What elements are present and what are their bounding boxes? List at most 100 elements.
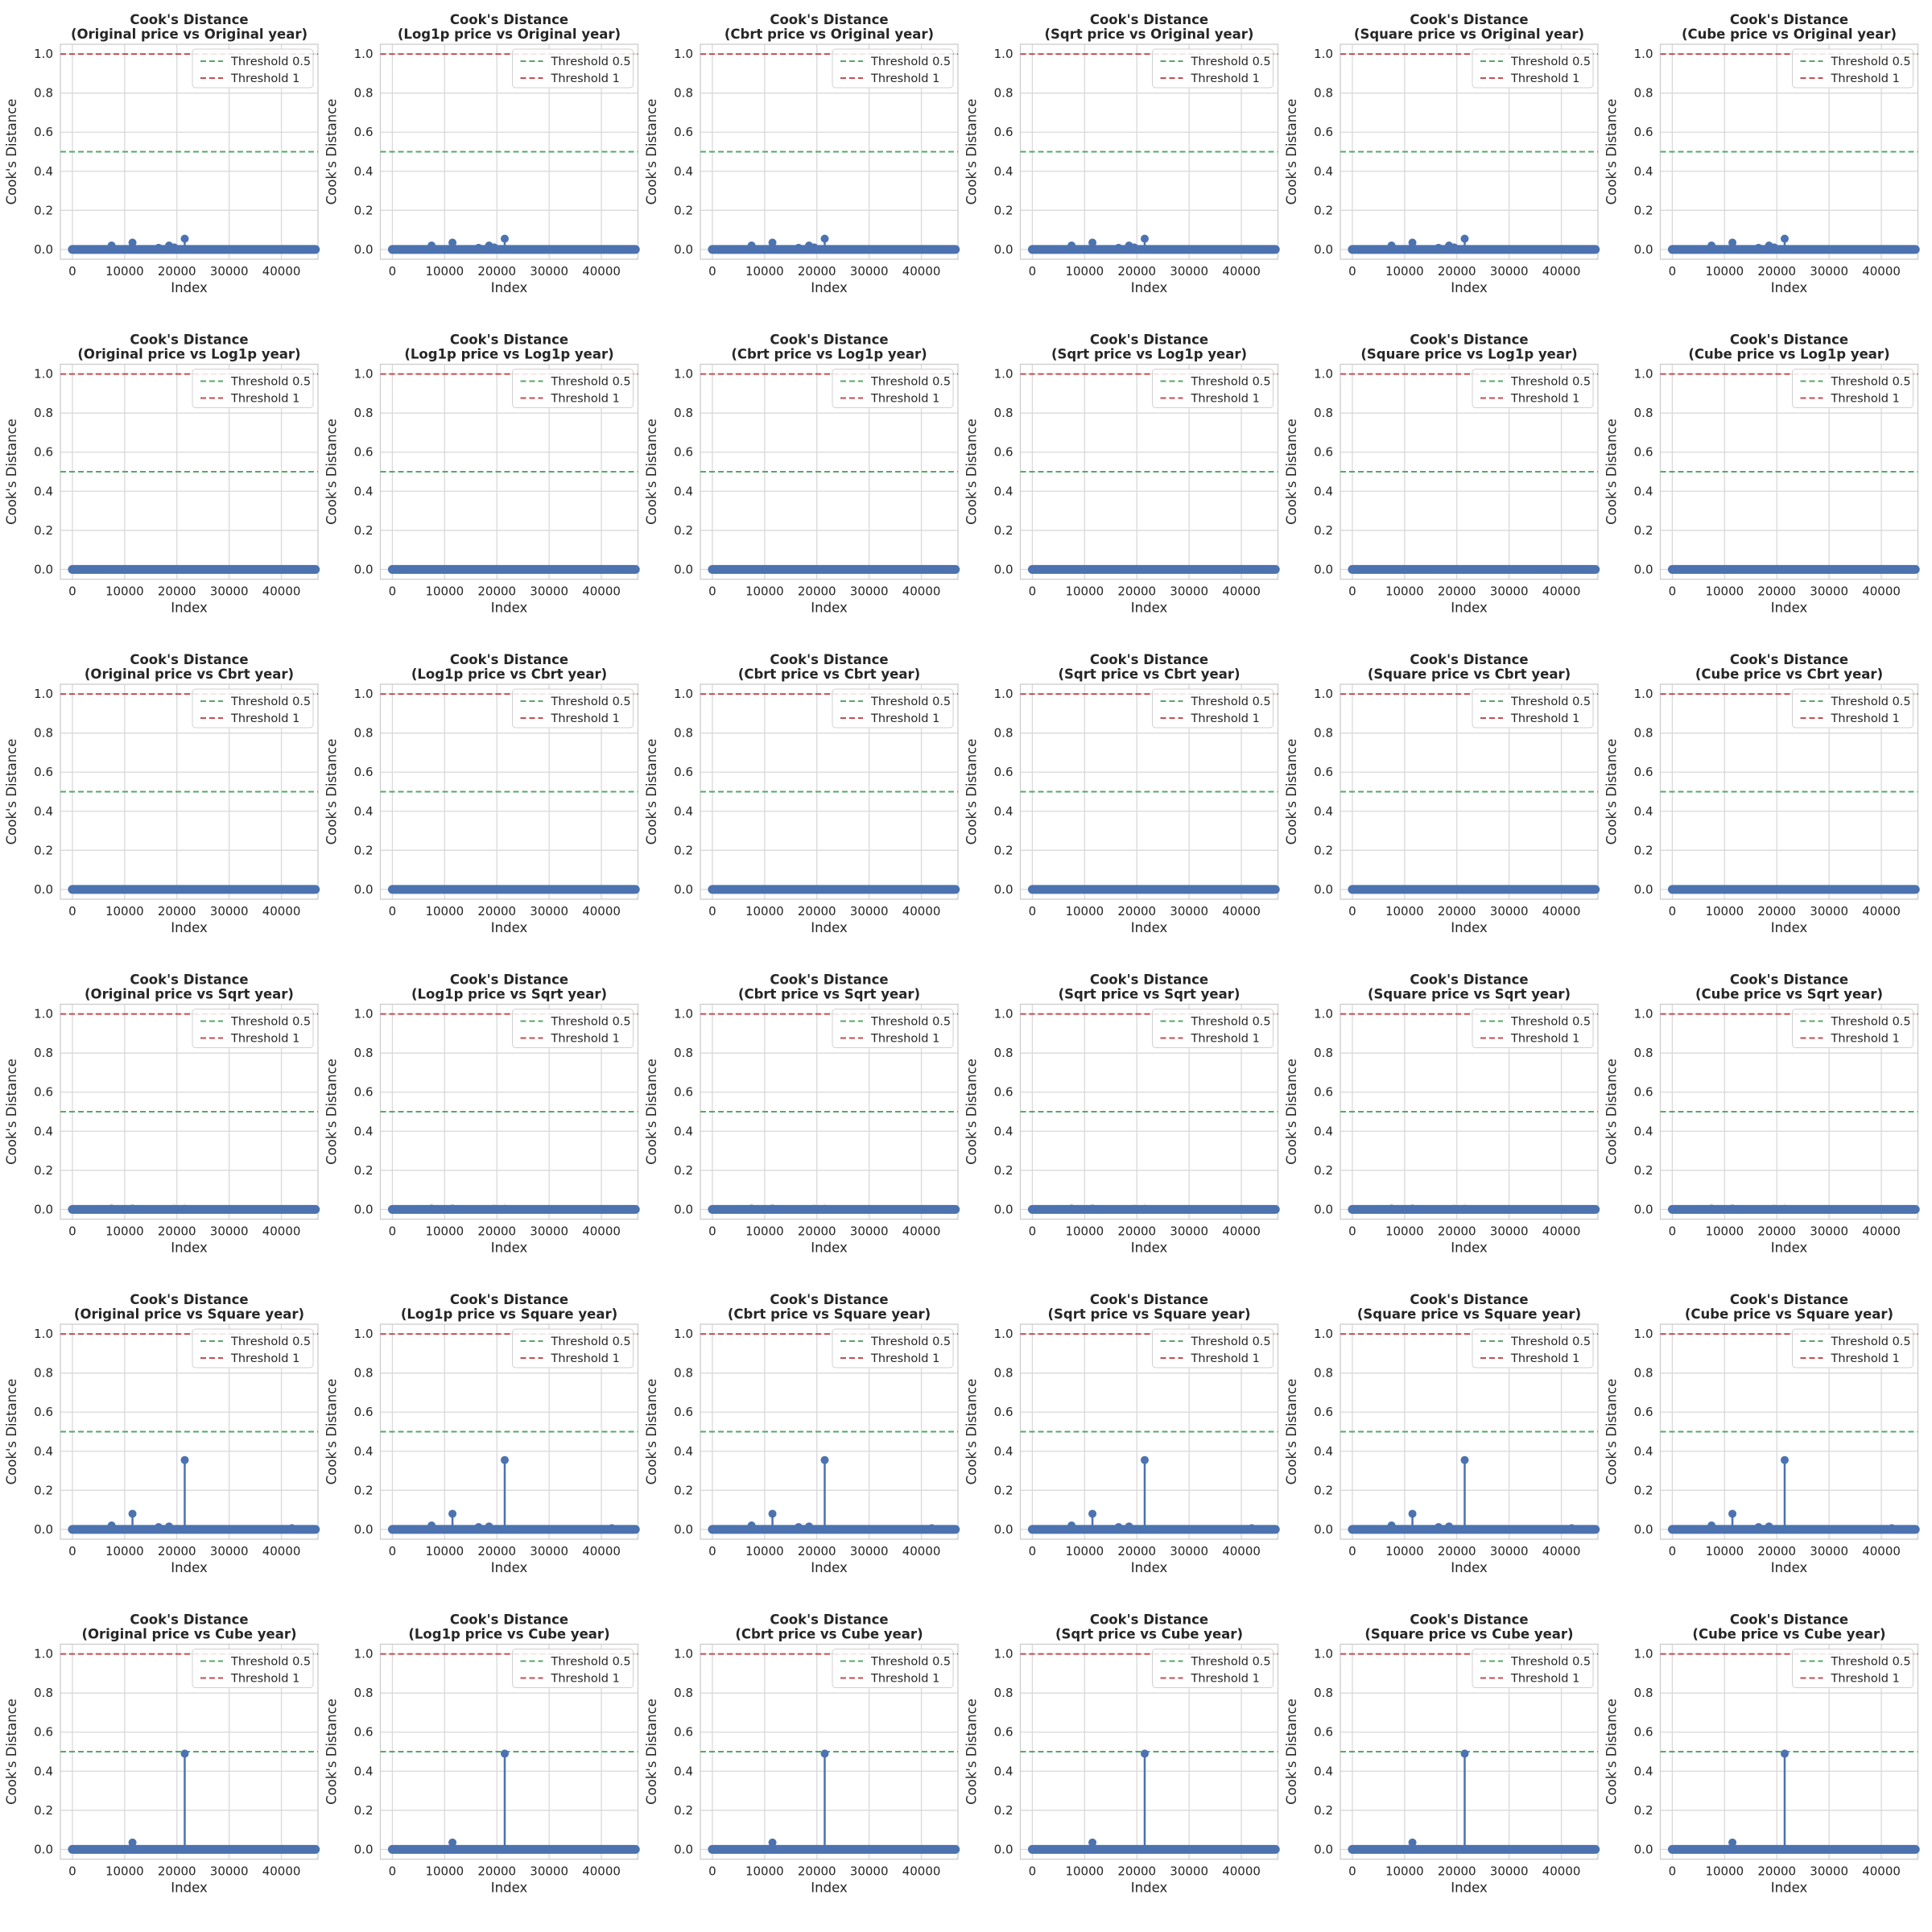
y-tick-label: 0.2 (34, 203, 53, 217)
y-tick-label: 1.0 (354, 687, 374, 701)
stem-marker (500, 234, 509, 243)
y-tick-label: 0.4 (354, 1764, 374, 1778)
stem-marker (1435, 1522, 1443, 1531)
y-tick-label: 0.8 (354, 1046, 374, 1060)
legend-label: Threshold 1 (230, 1352, 299, 1365)
y-tick-label: 0.2 (1314, 843, 1333, 857)
stem-marker (107, 565, 116, 574)
y-tick-label: 1.0 (34, 1007, 53, 1022)
y-tick-label: 0.0 (1634, 1522, 1653, 1537)
subplot-r3-c5: Cook's Distance(Square price vs Cbrt yea… (1284, 652, 1600, 935)
subplot-r3-c6: Cook's Distance(Cube price vs Cbrt year)… (1604, 652, 1920, 935)
y-tick-label: 1.0 (34, 367, 53, 382)
stem-marker (107, 885, 116, 894)
legend-label: Threshold 0.5 (1510, 1335, 1591, 1348)
y-axis-label: Cook's Distance (1284, 1379, 1299, 1485)
subplot-r5-c6: Cook's Distance(Cube price vs Square yea… (1604, 1292, 1920, 1575)
y-tick-label: 0.2 (1634, 843, 1653, 857)
y-tick-label: 0.6 (994, 1725, 1013, 1740)
x-tick-label: 30000 (850, 904, 889, 919)
stem-marker (1140, 1204, 1149, 1213)
y-tick-label: 1.0 (994, 1647, 1013, 1662)
y-tick-label: 0.8 (34, 86, 53, 101)
x-tick-label: 10000 (425, 1544, 464, 1558)
stem-marker (427, 1204, 436, 1213)
legend-label: Threshold 1 (870, 712, 939, 725)
subplot-subtitle: (Cube price vs Square year) (1685, 1307, 1893, 1322)
x-tick-label: 10000 (1065, 1224, 1104, 1239)
subplot-r4-c5: Cook's Distance(Square price vs Sqrt yea… (1284, 972, 1600, 1256)
subplot-r1-c4: Cook's Distance(Sqrt price vs Original y… (964, 12, 1280, 295)
stem-marker (1780, 565, 1789, 574)
x-tick-label: 0 (68, 1544, 76, 1558)
x-axis-label: Index (171, 1241, 208, 1256)
stem-marker (128, 1838, 137, 1847)
subplot-title: Cook's Distance (770, 652, 888, 667)
stem-marker (747, 242, 756, 250)
y-tick-label: 1.0 (994, 47, 1013, 61)
x-tick-label: 10000 (425, 1224, 464, 1239)
y-axis-label: Cook's Distance (4, 99, 19, 205)
x-tick-label: 20000 (1757, 1544, 1796, 1558)
x-tick-label: 20000 (798, 264, 836, 279)
y-tick-label: 0.6 (674, 1725, 693, 1740)
y-tick-label: 0.8 (354, 1686, 374, 1700)
x-tick-label: 0 (389, 584, 397, 599)
y-tick-label: 0.0 (34, 1202, 53, 1216)
x-tick-label: 0 (1348, 1544, 1356, 1558)
subplot-title: Cook's Distance (1410, 652, 1528, 667)
stem-marker (1140, 565, 1149, 574)
subplot-title: Cook's Distance (770, 12, 888, 27)
x-tick-label: 30000 (210, 584, 249, 599)
x-tick-label: 20000 (158, 1224, 196, 1239)
x-tick-label: 10000 (1705, 264, 1744, 279)
x-tick-label: 0 (68, 1864, 76, 1879)
x-tick-label: 10000 (1385, 1544, 1424, 1558)
legend-label: Threshold 1 (1510, 712, 1579, 725)
y-tick-label: 0.6 (34, 1085, 53, 1100)
y-tick-label: 0.2 (674, 523, 693, 538)
x-tick-label: 30000 (530, 1544, 568, 1558)
x-tick-label: 40000 (902, 264, 941, 279)
x-tick-label: 0 (1669, 584, 1677, 599)
x-tick-label: 40000 (1862, 1224, 1901, 1239)
subplot-title: Cook's Distance (130, 1292, 248, 1307)
stem-marker (1140, 1455, 1149, 1464)
legend-label: Threshold 1 (551, 1352, 620, 1365)
legend-label: Threshold 1 (1191, 72, 1260, 85)
y-tick-label: 0.4 (1314, 484, 1333, 498)
subplot-subtitle: (Original price vs Original year) (71, 27, 308, 42)
x-tick-label: 40000 (1222, 264, 1261, 279)
stem-marker (1088, 1509, 1097, 1518)
stem-marker (128, 238, 137, 247)
stem-marker (107, 242, 116, 250)
y-axis-label: Cook's Distance (4, 1379, 19, 1485)
y-tick-label: 0.6 (34, 125, 53, 139)
x-axis-label: Index (1131, 1560, 1168, 1575)
y-axis-label: Cook's Distance (324, 99, 340, 205)
y-axis-label: Cook's Distance (1604, 419, 1620, 525)
x-tick-label: 0 (389, 904, 397, 919)
y-tick-label: 1.0 (994, 687, 1013, 701)
subplot-title: Cook's Distance (1410, 12, 1528, 27)
stem-marker (1780, 1455, 1789, 1464)
stem-marker (427, 242, 436, 250)
y-tick-label: 1.0 (1634, 1327, 1653, 1341)
y-tick-label: 0.2 (354, 1163, 374, 1178)
legend-label: Threshold 1 (1831, 712, 1900, 725)
y-tick-label: 0.6 (994, 445, 1013, 460)
stem-marker (1780, 1749, 1789, 1758)
legend-label: Threshold 0.5 (1510, 56, 1591, 68)
x-tick-label: 0 (1029, 1864, 1037, 1879)
y-tick-label: 0.2 (34, 1803, 53, 1818)
subplot-r4-c4: Cook's Distance(Sqrt price vs Sqrt year)… (964, 972, 1280, 1256)
subplot-subtitle: (Sqrt price vs Square year) (1047, 1307, 1250, 1322)
stem-marker (1387, 1204, 1396, 1213)
stem-marker (1780, 885, 1789, 894)
subplot-title: Cook's Distance (1090, 652, 1208, 667)
subplot-title: Cook's Distance (130, 12, 248, 27)
y-tick-label: 1.0 (674, 1007, 693, 1022)
y-tick-label: 0.4 (1314, 1444, 1333, 1459)
stem-marker (1387, 1521, 1396, 1530)
y-tick-label: 0.4 (1634, 164, 1653, 179)
